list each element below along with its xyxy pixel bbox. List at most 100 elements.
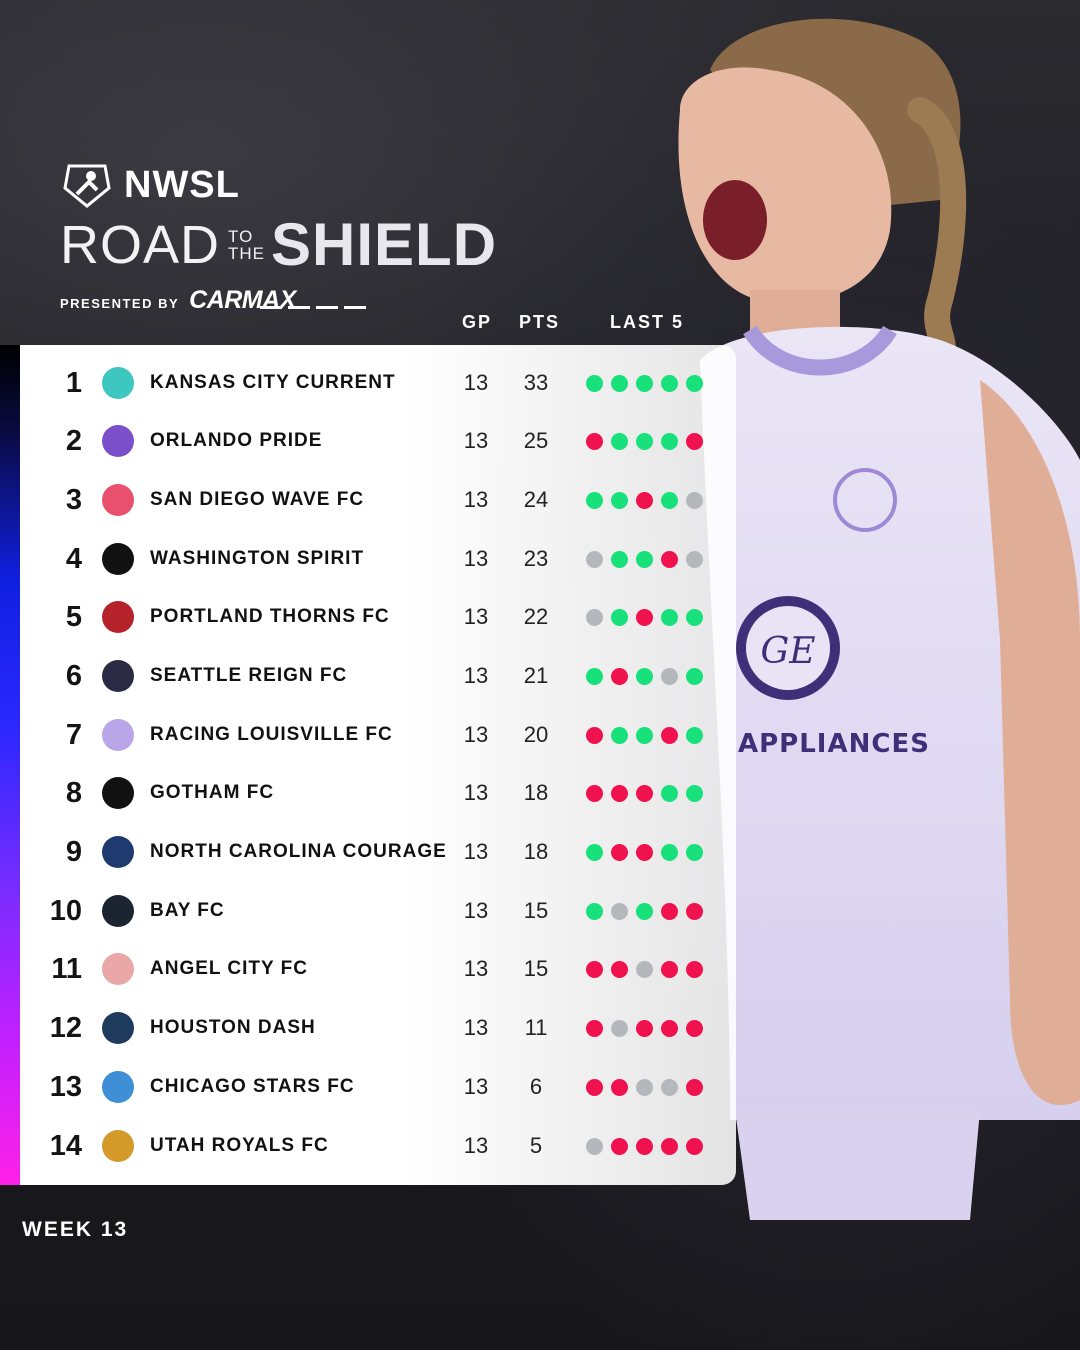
games-played: 13 [463, 1133, 489, 1158]
points: 5 [529, 1133, 543, 1158]
table-row: 11 ANGEL CITY FC 13 15 [0, 941, 736, 997]
title-the: THE [228, 244, 266, 263]
rank: 11 [51, 952, 82, 985]
rank: 14 [49, 1129, 82, 1162]
points: 18 [523, 839, 549, 864]
result-win-dot [686, 726, 703, 744]
result-win-dot [586, 667, 603, 685]
team-name: ORLANDO PRIDE [150, 430, 323, 451]
last-five-results [586, 1078, 703, 1096]
last-five-results [586, 667, 703, 685]
result-loss-dot [586, 1078, 603, 1096]
result-draw-dot [686, 550, 703, 568]
games-played: 13 [463, 956, 489, 981]
sponsor-underline [260, 306, 366, 309]
result-loss-dot [611, 667, 628, 685]
result-loss-dot [586, 432, 603, 450]
last-five-results [586, 1019, 703, 1037]
rank: 9 [65, 835, 82, 868]
result-win-dot [636, 374, 653, 392]
result-loss-dot [586, 784, 603, 802]
result-draw-dot [636, 1078, 653, 1096]
result-draw-dot [586, 1137, 603, 1155]
table-row: 3 SAN DIEGO WAVE FC 13 24 [0, 472, 736, 528]
result-loss-dot [636, 843, 653, 861]
team-name: PORTLAND THORNS FC [150, 606, 390, 627]
nwsl-badge-icon [60, 160, 114, 210]
title-road: ROAD [60, 215, 221, 275]
result-loss-dot [661, 1137, 678, 1155]
table-row: 10 BAY FC 13 15 [0, 883, 736, 939]
team-crest-icon [102, 367, 134, 399]
result-win-dot [611, 550, 628, 568]
result-draw-dot [661, 667, 678, 685]
rank: 6 [65, 659, 82, 692]
result-win-dot [611, 374, 628, 392]
result-win-dot [636, 667, 653, 685]
table-row: 5 PORTLAND THORNS FC 13 22 [0, 589, 736, 645]
team-name: CHICAGO STARS FC [150, 1076, 355, 1097]
result-loss-dot [586, 960, 603, 978]
team-name: BAY FC [150, 900, 225, 921]
result-loss-dot [611, 843, 628, 861]
table-row: 2 ORLANDO PRIDE 13 25 [0, 413, 736, 469]
team-crest-icon [102, 1130, 134, 1162]
team-crest-icon [102, 1071, 134, 1103]
road-to-the-shield-title: ROAD TO THE SHIELD [60, 212, 497, 278]
result-loss-dot [611, 784, 628, 802]
result-win-dot [586, 491, 603, 509]
table-row: 7 RACING LOUISVILLE FC 13 20 [0, 707, 736, 763]
rank: 13 [49, 1070, 82, 1103]
gradient-accent-bar [0, 345, 20, 1185]
points: 6 [529, 1074, 543, 1099]
result-loss-dot [661, 960, 678, 978]
games-played: 13 [463, 428, 489, 453]
result-loss-dot [636, 608, 653, 626]
result-win-dot [586, 374, 603, 392]
team-name: UTAH ROYALS FC [150, 1135, 329, 1156]
presented-by: PRESENTED BY CARMAX [60, 286, 497, 315]
result-draw-dot [611, 902, 628, 920]
week-label: WEEK 13 [22, 1218, 129, 1241]
games-played: 13 [463, 487, 489, 512]
rank: 10 [49, 894, 82, 927]
team-name: ANGEL CITY FC [150, 958, 308, 979]
result-win-dot [661, 432, 678, 450]
games-played: 13 [463, 780, 489, 805]
points: 18 [523, 780, 549, 805]
title-shield: SHIELD [271, 211, 498, 278]
games-played: 13 [463, 604, 489, 629]
result-win-dot [686, 784, 703, 802]
result-win-dot [686, 667, 703, 685]
result-loss-dot [686, 902, 703, 920]
points: 20 [523, 722, 549, 747]
result-draw-dot [586, 550, 603, 568]
result-win-dot [661, 374, 678, 392]
table-row: 9 NORTH CAROLINA COURAGE 13 18 [0, 824, 736, 880]
col-header-last5: LAST 5 [610, 312, 685, 332]
result-win-dot [611, 432, 628, 450]
title-block: NWSL ROAD TO THE SHIELD PRESENTED BY CAR… [60, 160, 497, 315]
points: 23 [523, 546, 549, 571]
title-to: TO [228, 227, 254, 246]
result-win-dot [636, 726, 653, 744]
team-name: SEATTLE REIGN FC [150, 665, 348, 686]
team-crest-icon [102, 777, 134, 809]
col-header-pts: PTS [519, 312, 561, 332]
result-draw-dot [586, 608, 603, 626]
points: 25 [523, 428, 549, 453]
table-row: 4 WASHINGTON SPIRIT 13 23 [0, 531, 736, 587]
games-played: 13 [463, 898, 489, 923]
result-win-dot [636, 432, 653, 450]
table-row: 13 CHICAGO STARS FC 13 6 [0, 1059, 736, 1115]
result-loss-dot [661, 1019, 678, 1037]
last-five-results [586, 726, 703, 744]
team-name: WASHINGTON SPIRIT [150, 548, 365, 569]
result-win-dot [661, 843, 678, 861]
last-five-results [586, 843, 703, 861]
team-name: KANSAS CITY CURRENT [150, 372, 396, 393]
points: 24 [523, 487, 549, 512]
result-loss-dot [636, 1019, 653, 1037]
result-win-dot [636, 902, 653, 920]
presented-by-label: PRESENTED BY [60, 296, 180, 311]
